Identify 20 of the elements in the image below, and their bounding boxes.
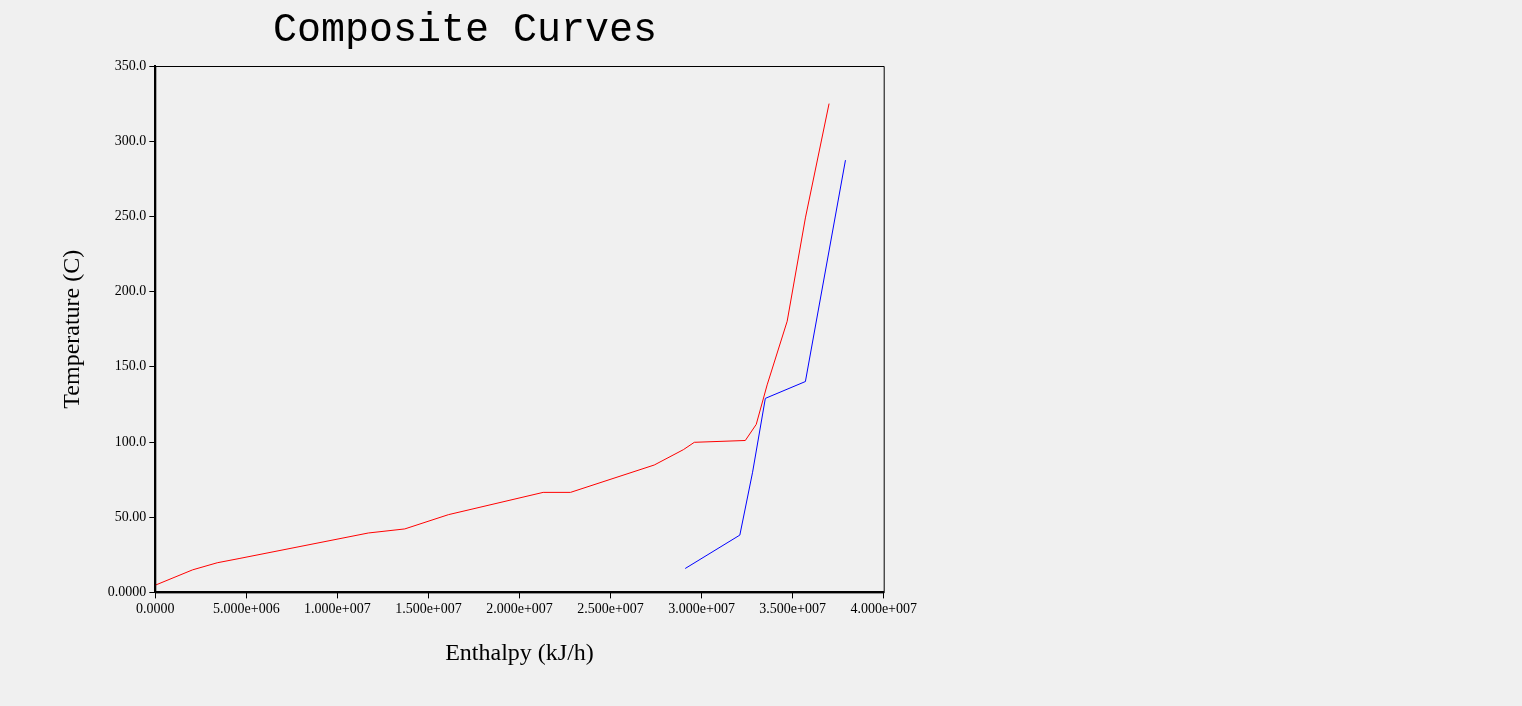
x-tick-label: 1.500e+007 [395,601,462,617]
y-tick-label: 250.0 [114,208,147,224]
x-tick-label: 3.500e+007 [759,601,826,617]
y-tick-label: 300.0 [114,132,147,148]
x-tick-label: 5.000e+006 [213,601,280,617]
x-tick-label: 0.0000 [136,601,175,617]
y-tick-label: 100.0 [114,433,147,449]
y-tick-label: 50.00 [114,508,147,524]
y-tick-label: 200.0 [114,283,147,299]
y-tick-label: 150.0 [114,358,147,374]
y-tick-label: 0.0000 [107,584,147,600]
x-tick-label: 2.500e+007 [577,601,644,617]
x-tick-label: 1.000e+007 [304,601,371,617]
x-axis-title: Enthalpy (kJ/h) [445,638,594,665]
y-axis-title: Temperature (C) [57,249,84,409]
x-tick-label: 3.000e+007 [668,601,735,617]
y-tick-label: 350.0 [114,57,147,73]
chart-title: Composite Curves [272,7,658,53]
x-tick-label: 4.000e+007 [850,601,917,617]
x-tick-label: 2.000e+007 [486,601,553,617]
